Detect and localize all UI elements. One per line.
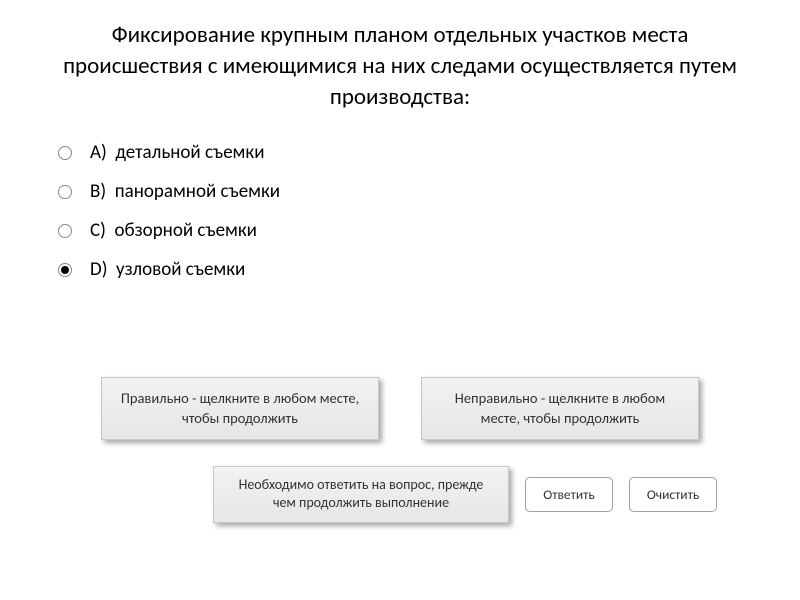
radio-d[interactable] xyxy=(58,263,72,277)
option-c-letter: C) xyxy=(90,219,106,242)
radio-a[interactable] xyxy=(58,146,72,160)
option-d-label: D) узловой съемки xyxy=(90,258,245,281)
question-title: Фиксирование крупным планом отдельных уч… xyxy=(40,20,760,113)
feedback-row: Правильно - щелкните в любом месте, чтоб… xyxy=(40,377,760,440)
option-a-letter: A) xyxy=(90,141,107,164)
radio-b[interactable] xyxy=(58,185,72,199)
option-c-label: C) обзорной съемки xyxy=(90,219,257,242)
option-a[interactable]: A) детальной съемки xyxy=(58,141,760,164)
option-d-text: узловой съемки xyxy=(116,258,245,281)
radio-c[interactable] xyxy=(58,224,72,238)
action-row: Необходимо ответить на вопрос, прежде че… xyxy=(40,466,760,522)
feedback-incorrect[interactable]: Неправильно - щелкните в любом месте, чт… xyxy=(421,377,699,440)
options-group: A) детальной съемки B) панорамной съемки… xyxy=(58,141,760,281)
option-c-text: обзорной съемки xyxy=(115,219,257,242)
option-b-letter: B) xyxy=(90,180,106,203)
quiz-container: Фиксирование крупным планом отдельных уч… xyxy=(0,0,800,543)
option-c[interactable]: C) обзорной съемки xyxy=(58,219,760,242)
hint-box: Необходимо ответить на вопрос, прежде че… xyxy=(213,466,509,522)
option-d-letter: D) xyxy=(90,258,107,281)
clear-button[interactable]: Очистить xyxy=(629,477,717,512)
option-a-text: детальной съемки xyxy=(115,141,264,164)
option-b[interactable]: B) панорамной съемки xyxy=(58,180,760,203)
option-b-label: B) панорамной съемки xyxy=(90,180,280,203)
feedback-correct[interactable]: Правильно - щелкните в любом месте, чтоб… xyxy=(101,377,379,440)
option-b-text: панорамной съемки xyxy=(115,180,280,203)
answer-button[interactable]: Ответить xyxy=(525,477,613,512)
option-a-label: A) детальной съемки xyxy=(90,141,264,164)
option-d[interactable]: D) узловой съемки xyxy=(58,258,760,281)
